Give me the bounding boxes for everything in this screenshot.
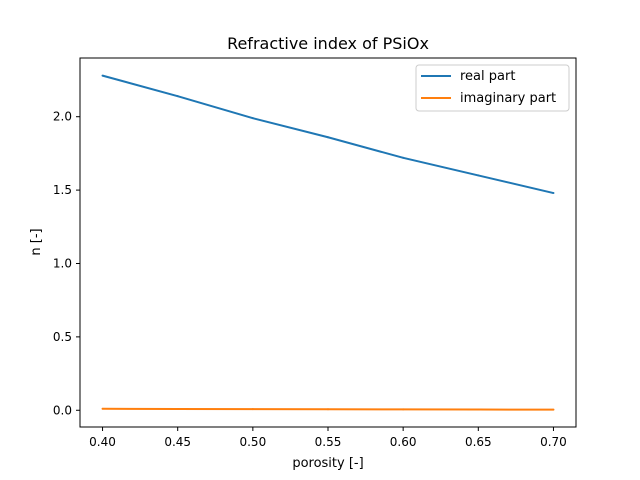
y-tick-label: 0.0 [53,403,72,417]
data-point-real-part [327,136,329,139]
data-point-real-part [552,192,555,195]
x-tick-label: 0.60 [390,435,417,449]
data-point-imaginary-part [477,408,480,411]
y-tick-label: 1.5 [53,183,72,197]
data-point-imaginary-part [176,407,179,410]
data-point-real-part [101,74,104,77]
y-tick-label: 2.0 [53,110,72,124]
legend-label-imaginary-part: imaginary part [460,91,556,106]
x-tick-label: 0.65 [465,435,492,449]
legend-box [415,64,570,112]
x-tick-label: 0.45 [164,435,191,449]
data-point-real-part [251,117,254,120]
data-point-real-part [477,174,480,177]
data-point-real-part [402,156,405,159]
data-point-imaginary-part [402,408,405,411]
x-tick-label: 0.70 [540,435,567,449]
x-tick-label: 0.55 [315,435,342,449]
y-tick-label: 1.0 [53,256,72,270]
data-point-imaginary-part [552,408,555,411]
x-axis-label: porosity [-] [292,456,363,471]
y-axis-label: n [-] [29,228,44,255]
x-tick-label: 0.50 [239,435,266,449]
data-point-imaginary-part [101,407,104,410]
axes-frame [79,57,577,428]
data-point-imaginary-part [251,408,254,411]
series-lines [101,74,555,411]
x-tick-label: 0.40 [89,435,116,449]
legend: real part imaginary part [415,64,570,112]
y-axis-ticks: 0.0 0.5 1.0 1.5 2.0 [53,110,80,417]
x-axis-ticks: 0.40 0.45 0.50 0.55 0.60 0.65 0.70 [89,427,567,449]
legend-label-real-part: real part [460,69,515,84]
data-point-real-part [176,95,179,98]
chart-title: Refractive index of PSiOx [227,34,429,53]
data-point-imaginary-part [327,408,329,411]
y-tick-label: 0.5 [53,330,72,344]
